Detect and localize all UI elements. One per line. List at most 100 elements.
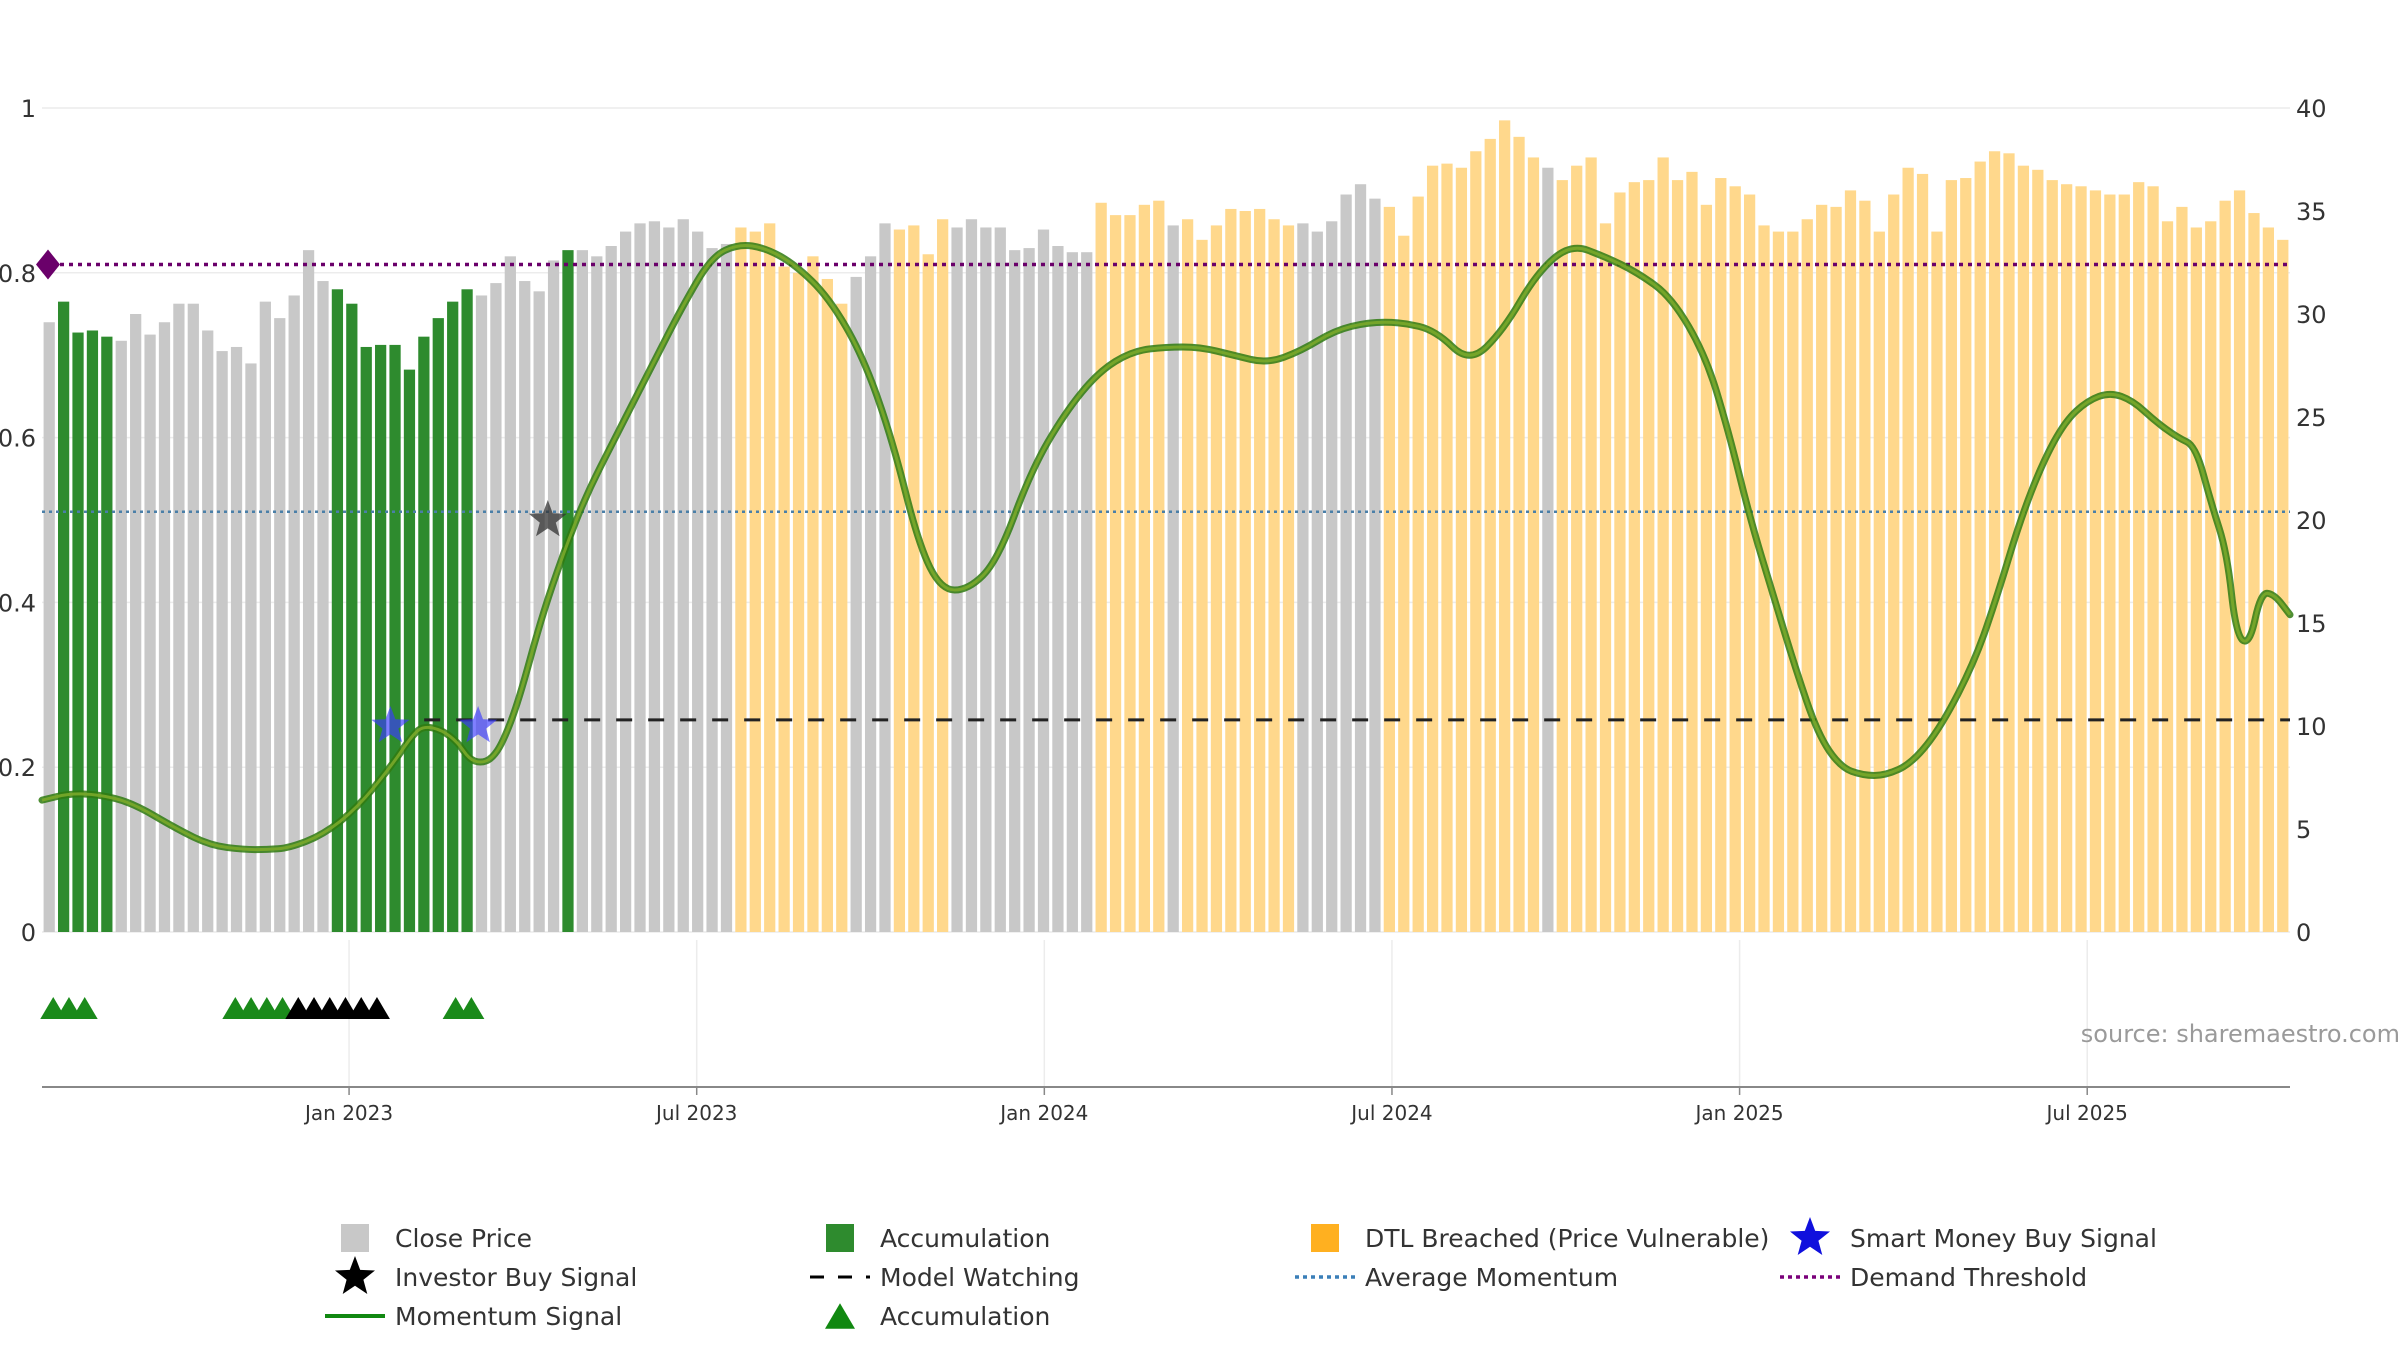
dtl-breached-bar (1556, 180, 1568, 933)
dtl-breached-bar (2046, 180, 2058, 933)
dtl-breached-bar (2017, 165, 2030, 932)
accumulation-bar (461, 289, 473, 932)
close-price-bar (519, 281, 531, 932)
dtl-breached-bar (1614, 192, 1626, 932)
legend-swatch-square (826, 1224, 854, 1252)
accumulation-bar (389, 344, 401, 932)
dtl-breached-bar (1513, 136, 1525, 933)
dtl-breached-bar (2104, 194, 2116, 932)
legend-swatch-star (335, 1256, 375, 1294)
dtl-breached-bar (1888, 194, 1900, 932)
right-tick-label: 0 (2296, 919, 2311, 947)
close-price-bar (619, 231, 632, 933)
accumulation-bar (101, 336, 113, 932)
close-price-bar (43, 322, 55, 932)
dtl-breached-bar (1124, 215, 1136, 932)
legend-label: Model Watching (880, 1263, 1080, 1292)
accumulation-bar (432, 318, 444, 932)
dtl-breached-bar (1484, 138, 1496, 932)
dtl-breached-bar (1383, 206, 1395, 932)
close-price-bar (1009, 250, 1021, 932)
dtl-breached-bar (1931, 231, 1943, 933)
close-price-bar (994, 227, 1006, 933)
close-price-bar (879, 223, 891, 933)
grid-layer (42, 107, 2290, 1087)
x-tick-label: Jul 2023 (654, 1101, 737, 1125)
dtl-breached-bar (1527, 157, 1540, 932)
legend-swatch-square (1311, 1224, 1339, 1252)
legend-label: DTL Breached (Price Vulnerable) (1365, 1224, 1769, 1253)
legend-label: Investor Buy Signal (395, 1263, 637, 1292)
dtl-breached-bar (836, 303, 848, 932)
left-tick-label: 0.2 (0, 754, 36, 782)
dtl-breached-bar (1643, 180, 1655, 933)
dtl-breached-bar (2176, 206, 2188, 932)
dtl-breached-bar (1715, 178, 1727, 933)
close-price-bar (490, 283, 502, 933)
right-tick-label: 30 (2296, 301, 2327, 329)
close-price-bar (1081, 252, 1093, 932)
source-text: source: sharemaestro.com (2081, 1020, 2400, 1048)
dtl-breached-bar (2003, 153, 2015, 932)
close-price-bar (1297, 223, 1309, 933)
left-tick-label: 1 (21, 95, 36, 123)
dtl-breached-bar (2233, 190, 2246, 932)
dtl-breached-bar (1974, 161, 1986, 932)
close-price-bar (951, 227, 963, 933)
investor-buy-star (528, 500, 567, 537)
accumulation-bar (57, 301, 70, 932)
right-tick-label: 20 (2296, 507, 2327, 535)
close-price-bar (259, 301, 271, 932)
dtl-breached-bar (1571, 165, 1583, 932)
momentum-layer (38, 242, 2294, 854)
close-price-bar (677, 219, 689, 933)
dtl-breached-bar (749, 231, 761, 933)
dtl-breached-bar (1988, 151, 2001, 932)
legend-swatch-star (1790, 1217, 1830, 1255)
accumulation-bar (360, 346, 372, 933)
close-price-bar (245, 363, 257, 932)
close-price-bar (187, 303, 199, 932)
dtl-breached-bar (1196, 239, 1208, 933)
close-price-bar (663, 227, 675, 933)
close-price-bar (1023, 248, 1035, 932)
accumulation-triangle (71, 996, 98, 1020)
dtl-breached-bar (922, 254, 934, 932)
close-price-bar (1354, 184, 1367, 933)
close-price-bar (1037, 229, 1050, 933)
dtl-breached-bar (1470, 151, 1482, 932)
dtl-breached-bar (2032, 169, 2044, 933)
dtl-breached-bar (1772, 231, 1785, 933)
dtl-breached-bar (1153, 200, 1165, 932)
dtl-breached-bar (1743, 194, 1756, 932)
x-tick-label: Jul 2024 (1349, 1101, 1432, 1125)
left-tick-label: 0.4 (0, 589, 36, 617)
dtl-breached-bar (1686, 171, 1698, 933)
close-price-bar (605, 246, 617, 932)
close-price-bar (850, 276, 862, 932)
dtl-breached-bar (1945, 180, 1957, 933)
smart-money-buy-star (371, 706, 410, 743)
dtl-breached-bar (1671, 180, 1684, 933)
dtl-breached-bar (1844, 190, 1857, 932)
legend-label: Average Momentum (1365, 1263, 1618, 1292)
close-price-bar (1052, 246, 1064, 932)
reference-lines (42, 262, 2290, 722)
dtl-breached-bar (2277, 239, 2289, 933)
accumulation-bar (375, 344, 387, 932)
dtl-breached-bar (807, 256, 819, 932)
left-tick-label: 0.8 (0, 260, 36, 288)
dtl-breached-bar (2075, 186, 2087, 932)
close-price-bar (1066, 252, 1078, 932)
close-price-bar (230, 346, 243, 933)
close-price-bar (158, 322, 171, 932)
legend-swatch-square (341, 1224, 369, 1252)
dtl-breached-bar (1282, 225, 1295, 933)
dtl-breached-bar (1210, 225, 1223, 933)
accumulation-triangles (40, 996, 485, 1020)
right-tick-label: 10 (2296, 713, 2327, 741)
close-price-bar (144, 334, 156, 933)
dtl-breached-bar (1268, 219, 1280, 933)
